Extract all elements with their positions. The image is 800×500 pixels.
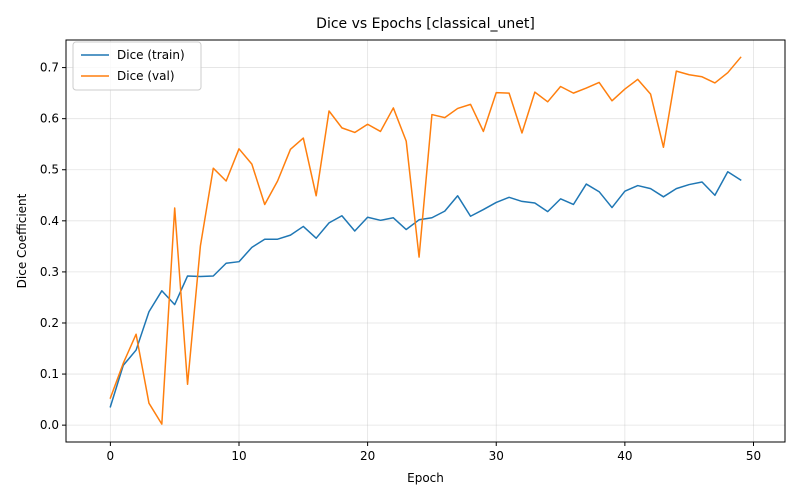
x-tick-label: 10	[231, 449, 246, 463]
legend-label: Dice (train)	[117, 48, 185, 62]
legend-label: Dice (val)	[117, 69, 175, 83]
x-tick-label: 20	[360, 449, 375, 463]
x-axis-title: Epoch	[407, 471, 444, 485]
y-tick-label: 0.3	[40, 265, 59, 279]
chart-title: Dice vs Epochs [classical_unet]	[316, 16, 535, 32]
legend-box	[72, 41, 202, 91]
y-tick-label: 0.4	[40, 214, 59, 228]
y-tick-label: 0.0	[40, 418, 59, 432]
series-lines	[109, 56, 742, 425]
y-axis-title: Dice Coefficient	[15, 193, 29, 288]
series-line-val	[109, 56, 742, 425]
legend: Dice (train) Dice (val)	[72, 41, 202, 91]
plot-frame	[65, 39, 786, 443]
x-tick-label: 40	[617, 449, 632, 463]
x-tick-label: 50	[746, 449, 761, 463]
y-tick-label: 0.5	[40, 163, 59, 177]
axis-ticks: 0 10 20 30 40 50 0.0 0.1 0.2 0.3 0.4 0.5 0.6 0.7	[40, 61, 761, 463]
y-tick-label: 0.6	[40, 112, 59, 126]
grid	[66, 40, 785, 442]
series-line-train	[109, 171, 742, 408]
y-tick-label: 0.1	[40, 367, 59, 381]
y-tick-label: 0.2	[40, 316, 59, 330]
y-tick-label: 0.7	[40, 61, 59, 75]
x-tick-label: 0	[107, 449, 115, 463]
x-tick-label: 30	[489, 449, 504, 463]
